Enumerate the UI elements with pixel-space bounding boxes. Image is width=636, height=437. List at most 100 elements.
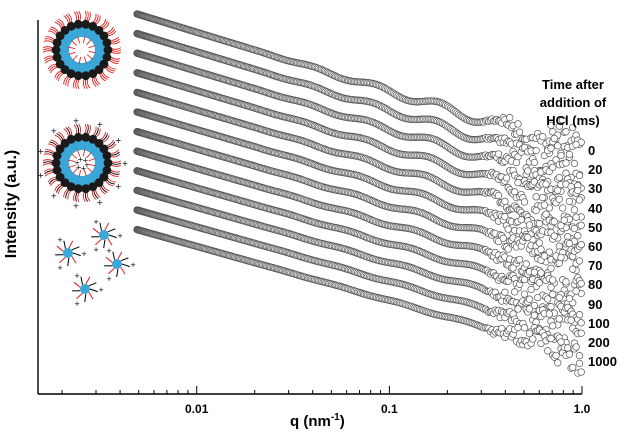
micelle-tail [108,267,115,275]
micelle-tail [120,266,126,275]
data-point [550,232,558,240]
surfactant-tail [44,59,55,64]
data-point [577,368,585,376]
data-point [575,311,584,319]
surfactant-tail [73,11,78,22]
data-point [527,285,535,294]
surfactant-tail [86,191,91,202]
legend-item-20: 20 [588,162,603,178]
data-point [532,146,540,155]
data-point [554,186,562,194]
data-point [524,233,532,241]
data-point [570,159,579,168]
legend-item-100: 100 [588,315,610,331]
data-point [522,260,530,268]
micelle-tail [56,245,64,252]
micelle-core [63,248,73,258]
surfactant-tail [42,161,54,164]
charge-plus: + [50,127,57,136]
charge-plus: + [37,147,44,156]
legend-title-line-1: Time after [542,77,604,92]
charge-plus: + [73,116,80,125]
data-point [512,158,521,167]
data-point [545,248,553,256]
data-point [530,158,539,167]
data-point [555,122,563,130]
data-point [575,257,584,265]
vesicle-inset [42,10,122,90]
data-point [537,245,545,254]
data-point [530,268,539,276]
data-point [549,290,557,298]
data-point [559,116,567,124]
micelle-tail [84,293,87,303]
data-point [557,253,565,262]
micelle-tail [107,228,116,233]
surfactant-tail [42,163,54,166]
charge-plus: + [57,264,63,272]
data-point [575,196,584,204]
data-point [572,343,580,351]
surfactant-tail [82,78,86,90]
surfactant-tail [110,164,122,167]
series-50 [133,88,585,245]
surfactant-tail [42,50,54,53]
micelle-tail [105,256,113,263]
data-point [575,359,584,368]
data-point [535,239,544,247]
x-tick-label: 0.01 [185,402,209,416]
data-point [549,128,557,136]
micelle-tail [68,240,74,249]
micelles-inset: ++++++++++++ [55,218,136,308]
data-point [567,316,575,324]
data-point [577,329,585,337]
data-point [501,288,509,296]
charge-plus: + [122,159,129,168]
series-80 [133,147,585,300]
surfactant-tail [110,160,122,163]
data-point [514,305,522,313]
data-point [547,303,555,311]
micelle-tail [117,251,123,260]
data-point [532,206,540,215]
surfactant-tail [84,10,87,22]
data-point [572,213,580,221]
data-point [532,193,540,201]
data-point [570,206,579,214]
surfactant-tail [43,153,55,157]
micelle-tail [116,268,119,278]
head-group [102,38,112,48]
surfactant-tail [110,49,122,52]
data-point [575,352,584,360]
charge-plus: + [117,232,123,240]
data-point [555,195,563,203]
data-point [562,278,570,286]
data-point [572,287,580,295]
charge-plus: + [93,218,99,226]
legend-item-1000: 1000 [588,354,617,370]
data-point [547,334,555,343]
micelle-tail [88,291,94,300]
data-point [577,221,585,229]
surfactant-tail [102,21,110,30]
data-point [534,293,542,302]
surfactant-tail [77,191,80,203]
surfactant-tail [99,185,106,195]
data-point [502,174,511,182]
data-point [504,245,512,253]
surfactant-tail [44,172,55,177]
micelle-core [99,230,109,240]
micelle-tail [120,257,129,262]
data-point [520,290,529,298]
data-point [514,323,522,332]
data-point [550,217,558,226]
data-point [540,252,549,260]
data-point [547,144,555,152]
data-point [547,264,555,273]
micelle-tail [71,246,80,251]
charge-plus: + [81,250,87,258]
data-point [554,142,562,150]
micelle-tail [71,255,77,264]
surfactant-tail [86,78,91,89]
data-point [539,193,547,202]
